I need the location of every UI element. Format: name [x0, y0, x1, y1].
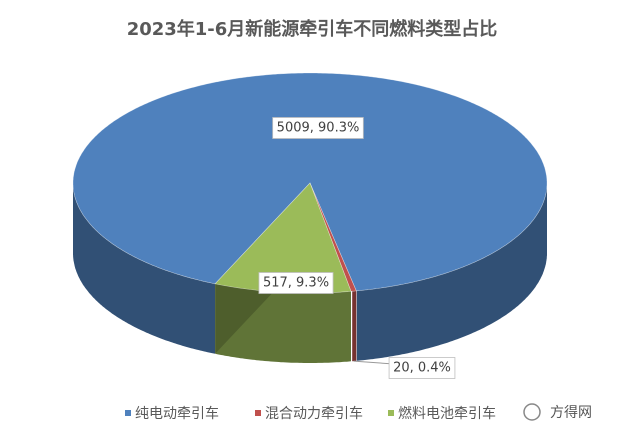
- legend-swatch: [388, 410, 394, 416]
- pie: [72, 72, 548, 363]
- data-label: 20, 0.4%: [393, 361, 451, 376]
- pie-slice: [72, 72, 548, 292]
- legend-swatch: [255, 410, 261, 416]
- pie-side: [73, 183, 216, 354]
- watermark-icon: [523, 403, 541, 421]
- legend-swatch: [125, 410, 131, 416]
- data-label-box: [388, 357, 456, 379]
- watermark: 方得网: [523, 403, 592, 421]
- leader-line: [353, 360, 395, 365]
- data-label: 5009, 90.3%: [277, 121, 360, 136]
- legend-label: 燃料电池牵引车: [398, 405, 496, 422]
- legend-label: 纯电动牵引车: [135, 405, 219, 422]
- data-label-box: [258, 272, 334, 294]
- pie-side: [352, 290, 357, 362]
- data-label-box: [272, 117, 364, 139]
- data-label: 517, 9.3%: [263, 276, 329, 291]
- pie-side: [356, 183, 547, 361]
- chart-title: 2023年1-6月新能源牵引车不同燃料类型占比: [127, 18, 498, 40]
- watermark-text: 方得网: [550, 404, 592, 421]
- legend-label: 混合动力牵引车: [265, 405, 363, 422]
